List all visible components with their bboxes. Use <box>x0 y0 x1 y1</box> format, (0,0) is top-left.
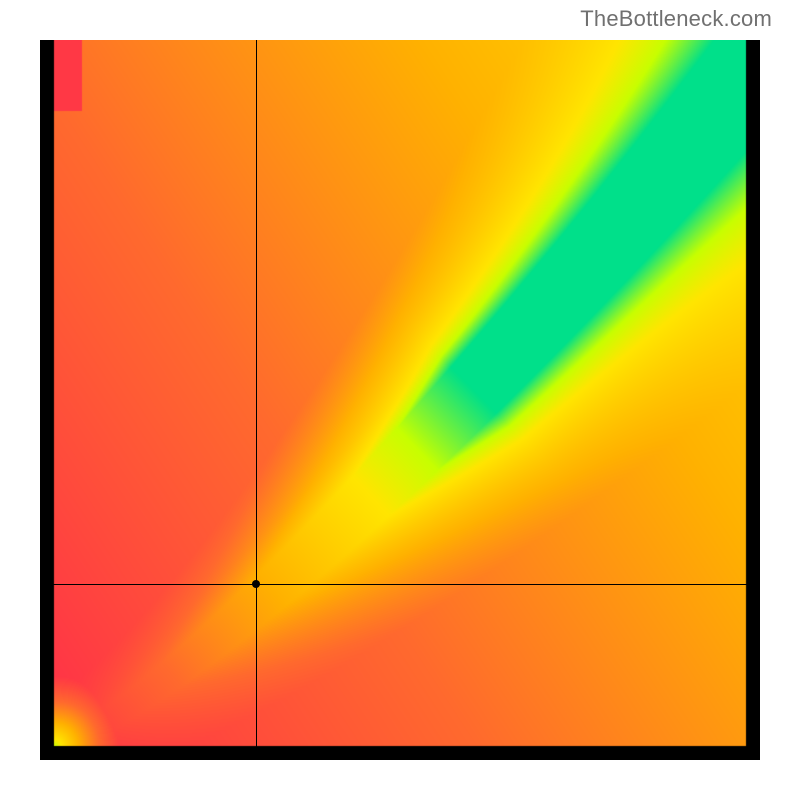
crosshair-horizontal <box>40 584 760 585</box>
crosshair-vertical <box>256 40 257 760</box>
watermark-text: TheBottleneck.com <box>580 6 772 32</box>
plot-area <box>40 40 760 760</box>
heatmap-canvas <box>40 40 760 760</box>
root: TheBottleneck.com <box>0 0 800 800</box>
marker-dot <box>252 580 260 588</box>
